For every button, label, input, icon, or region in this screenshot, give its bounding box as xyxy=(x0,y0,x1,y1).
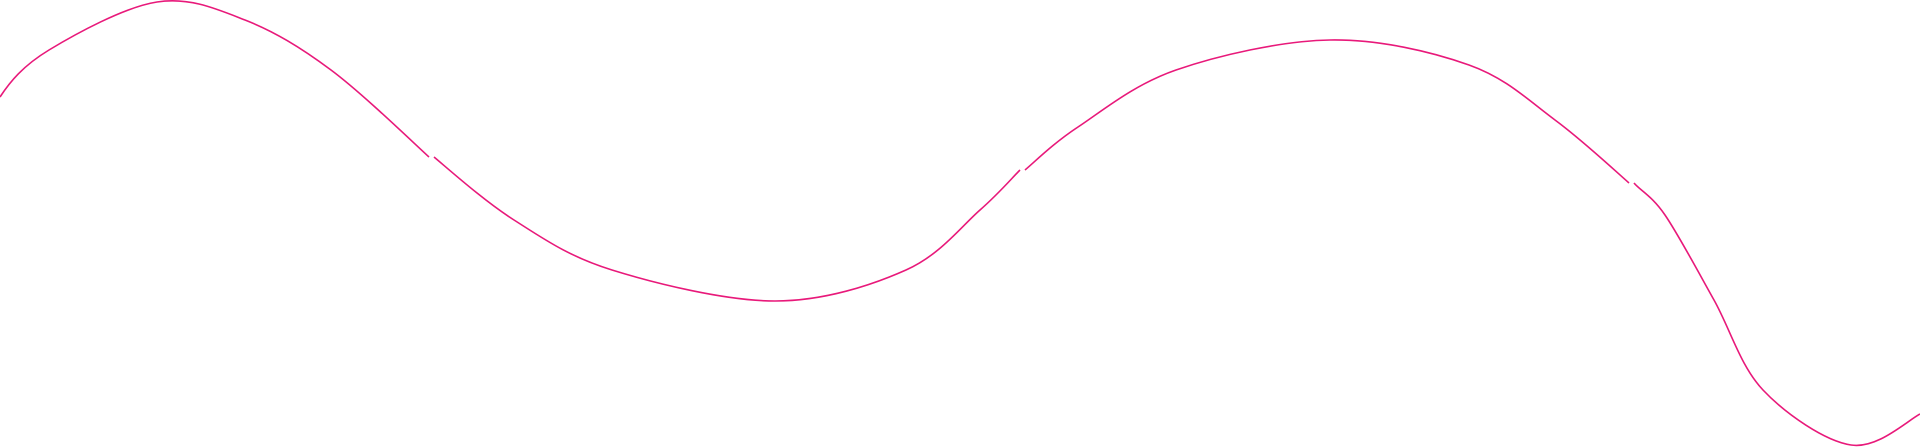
wave-segment-3 xyxy=(1024,39,1630,184)
wave-segment-2 xyxy=(433,156,1021,302)
wave-segment-4 xyxy=(1633,182,1920,447)
wave-segment-1 xyxy=(0,0,430,158)
